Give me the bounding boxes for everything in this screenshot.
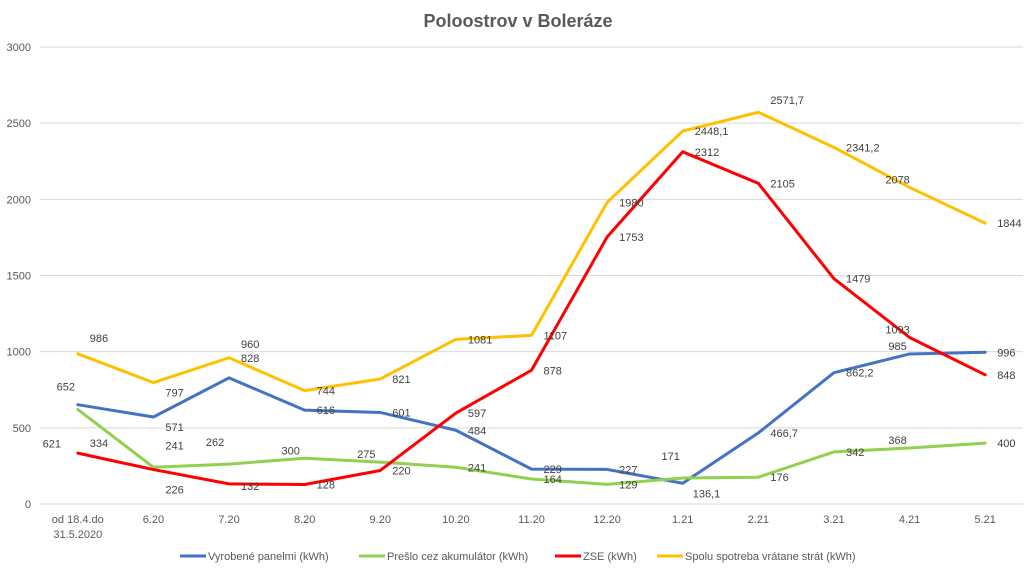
data-label: 1081 xyxy=(468,334,492,346)
data-label: 241 xyxy=(468,462,486,474)
data-label: 484 xyxy=(468,425,486,437)
data-label: 601 xyxy=(392,407,410,419)
legend-label: Spolu spotreba vrátane strát (kWh) xyxy=(685,551,856,563)
y-tick-label: 2500 xyxy=(7,118,31,130)
data-label: 342 xyxy=(846,447,864,459)
series-lines xyxy=(76,110,987,487)
data-label: 1980 xyxy=(619,197,643,209)
data-label: 1753 xyxy=(619,232,643,244)
y-tick-label: 500 xyxy=(13,423,31,435)
legend-label: ZSE (kWh) xyxy=(583,551,637,563)
data-label: 368 xyxy=(888,435,906,447)
data-label: 878 xyxy=(544,365,562,377)
data-label: 862,2 xyxy=(846,368,874,380)
data-label: 828 xyxy=(241,353,259,365)
data-label: 652 xyxy=(57,382,75,394)
data-label: 128 xyxy=(317,480,335,492)
data-label: 171 xyxy=(662,451,680,463)
x-tick-label: 1.21 xyxy=(672,514,693,526)
data-label: 597 xyxy=(468,408,486,420)
x-tick-label: 11.20 xyxy=(518,514,545,526)
gridlines xyxy=(40,46,1023,505)
data-label: 985 xyxy=(888,341,906,353)
data-label: 129 xyxy=(619,479,637,491)
data-label: 334 xyxy=(90,438,108,450)
data-label: 797 xyxy=(165,388,183,400)
data-label: 226 xyxy=(165,485,183,497)
series-line xyxy=(76,150,987,487)
data-label: 2448,1 xyxy=(695,126,729,138)
data-label: 132 xyxy=(241,481,259,493)
series-line xyxy=(76,110,987,393)
x-tick-label: od 18.4.do 31.5.2020 xyxy=(52,514,104,541)
data-label: 300 xyxy=(281,445,299,457)
chart-title: Poloostrov v Boleráze xyxy=(423,11,612,31)
x-tick-label: 2.21 xyxy=(748,514,769,526)
x-tick-label: 4.21 xyxy=(899,514,920,526)
data-label: 275 xyxy=(357,449,375,461)
data-label: 621 xyxy=(43,438,61,450)
data-label: 2312 xyxy=(695,147,719,159)
legend-label: Prešlo cez akumulátor (kWh) xyxy=(387,551,528,563)
data-label: 1479 xyxy=(846,274,870,286)
data-label: 466,7 xyxy=(770,428,798,440)
data-label: 821 xyxy=(392,374,410,386)
x-tick-label: 12.20 xyxy=(593,514,621,526)
x-axis-ticks: od 18.4.do 31.5.2020 6.20 7.20 8.20 9.20 10.20… xyxy=(52,514,996,541)
data-label: 1093 xyxy=(885,324,909,336)
data-label: 2341,2 xyxy=(846,142,880,154)
data-label: 2078 xyxy=(885,174,909,186)
data-label: 2571,7 xyxy=(770,95,804,107)
y-tick-label: 1000 xyxy=(7,347,31,359)
data-label: 241 xyxy=(165,440,183,452)
data-label: 136,1 xyxy=(693,488,721,500)
data-label: 848 xyxy=(997,370,1015,382)
data-label: 960 xyxy=(241,339,259,351)
y-axis-ticks: 0 500 1000 1500 2000 2500 3000 xyxy=(7,42,31,511)
data-label: 571 xyxy=(165,422,183,434)
x-tick-label: 10.20 xyxy=(442,514,470,526)
data-label: 220 xyxy=(392,465,410,477)
data-label: 400 xyxy=(997,438,1015,450)
y-tick-label: 2000 xyxy=(7,194,31,206)
data-label: 996 xyxy=(997,347,1015,359)
legend: Vyrobené panelmi (kWh) Prešlo cez akumulá… xyxy=(180,551,856,563)
legend-label: Vyrobené panelmi (kWh) xyxy=(208,551,329,563)
x-tick-label: 7.20 xyxy=(218,514,239,526)
data-label: 744 xyxy=(317,386,335,398)
data-label: 616 xyxy=(317,405,335,417)
x-tick-label: 8.20 xyxy=(294,514,315,526)
x-tick-label: 6.20 xyxy=(143,514,164,526)
x-tick-label: 3.21 xyxy=(823,514,844,526)
data-label: 2105 xyxy=(770,178,794,190)
data-label: 164 xyxy=(544,474,562,486)
y-tick-label: 0 xyxy=(25,499,31,511)
data-label: 986 xyxy=(90,333,108,345)
y-tick-label: 1500 xyxy=(7,271,31,283)
data-label: 1844 xyxy=(997,218,1021,230)
data-label: 176 xyxy=(770,472,788,484)
data-label: 1107 xyxy=(544,330,568,342)
data-label: 262 xyxy=(206,437,224,449)
x-tick-label: 9.20 xyxy=(370,514,391,526)
series-line xyxy=(76,407,987,486)
data-labels: 652 571 828 616 601 484 229 227 136,1 466,7 862,2 9… xyxy=(43,95,1022,500)
x-tick-label: 5.21 xyxy=(974,514,995,526)
data-label: 229 xyxy=(544,464,562,476)
y-tick-label: 3000 xyxy=(7,42,31,54)
series-line xyxy=(76,350,987,485)
data-label: 227 xyxy=(619,464,637,476)
